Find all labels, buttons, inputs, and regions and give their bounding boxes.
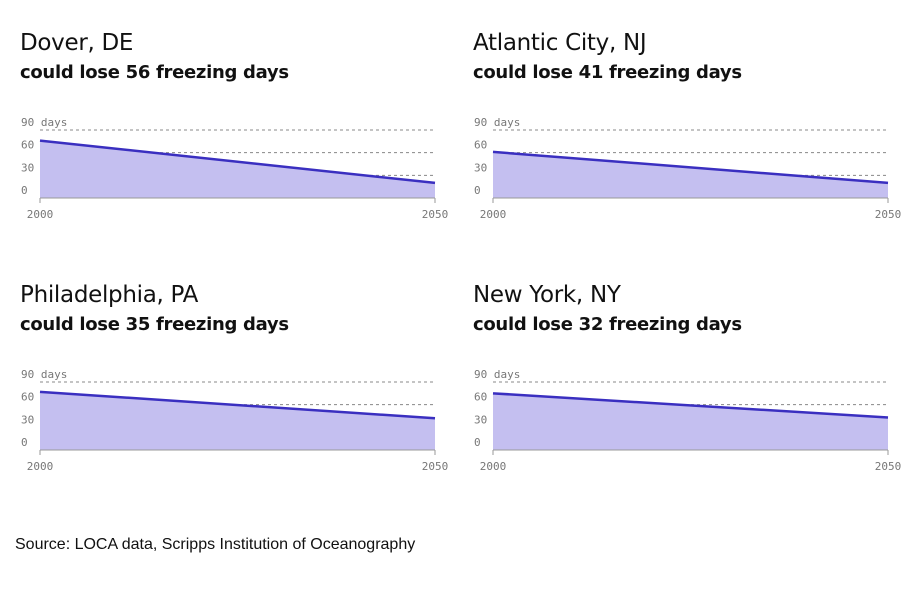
x-tick-label: 2050 <box>875 460 902 473</box>
x-tick-label: 2000 <box>27 208 54 221</box>
y-tick-label: 30 <box>474 413 487 426</box>
x-tick-label: 2050 <box>875 208 902 221</box>
area-fill <box>493 151 888 198</box>
area-fill <box>40 140 435 198</box>
y-tick-label: 60 <box>21 139 34 152</box>
y-tick-label: 90 days <box>21 116 67 129</box>
area-fill <box>40 391 435 450</box>
chart-plot: 0 30 60 90 days 2000 2050 <box>21 368 448 473</box>
chart-panel-atlantic-city: Atlantic City, NJ could lose 41 freezing… <box>473 30 913 230</box>
series-line <box>492 392 889 419</box>
area-fill <box>493 393 888 450</box>
chart-panel-new-york: New York, NY could lose 32 freezing days… <box>473 282 913 482</box>
chart-title: Atlantic City, NJ <box>473 30 647 56</box>
chart-title: Dover, DE <box>20 30 134 56</box>
y-tick-label: 30 <box>474 161 487 174</box>
y-tick-label: 60 <box>21 391 34 404</box>
chart-plot: 0 30 60 90 days 2000 2050 <box>21 116 448 221</box>
chart-subtitle: could lose 32 freezing days <box>473 314 742 335</box>
series-line <box>492 150 889 185</box>
series-line <box>39 139 436 185</box>
source-note: Source: LOCA data, Scripps Institution o… <box>15 536 416 553</box>
y-tick-label: 30 <box>21 413 34 426</box>
y-tick-label: 0 <box>21 184 28 197</box>
chart-plot: 0 30 60 90 days 2000 2050 <box>474 116 901 221</box>
chart-plot: 0 30 60 90 days 2000 2050 <box>474 368 901 473</box>
y-tick-label: 60 <box>474 139 487 152</box>
y-tick-label: 0 <box>474 184 481 197</box>
y-tick-label: 90 days <box>474 116 520 129</box>
chart-title: New York, NY <box>473 282 621 308</box>
x-tick-label: 2000 <box>27 460 54 473</box>
chart-subtitle: could lose 35 freezing days <box>20 314 289 335</box>
chart-subtitle: could lose 41 freezing days <box>473 62 742 83</box>
x-tick-label: 2050 <box>422 460 449 473</box>
y-tick-label: 0 <box>21 436 28 449</box>
x-tick-label: 2050 <box>422 208 449 221</box>
chart-subtitle: could lose 56 freezing days <box>20 62 289 83</box>
chart-title: Philadelphia, PA <box>20 282 199 308</box>
chart-panel-dover: Dover, DE could lose 56 freezing days 0 3… <box>20 30 460 230</box>
y-tick-label: 90 days <box>21 368 67 381</box>
y-tick-label: 60 <box>474 391 487 404</box>
y-tick-label: 90 days <box>474 368 520 381</box>
chart-panel-philadelphia: Philadelphia, PA could lose 35 freezing … <box>20 282 460 482</box>
x-tick-label: 2000 <box>480 460 507 473</box>
x-tick-label: 2000 <box>480 208 507 221</box>
y-tick-label: 0 <box>474 436 481 449</box>
series-line <box>39 390 436 420</box>
y-tick-label: 30 <box>21 161 34 174</box>
